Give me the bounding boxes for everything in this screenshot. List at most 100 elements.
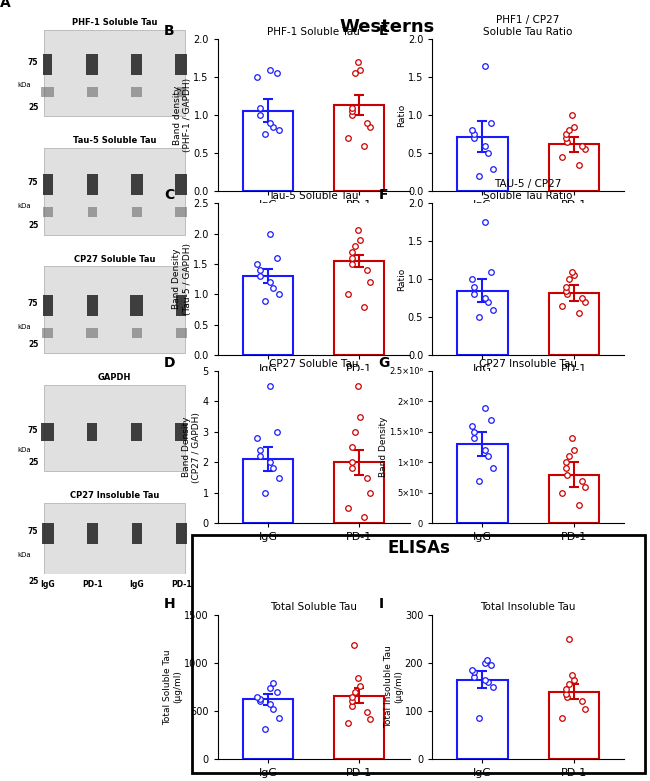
Point [252, 71, 263, 84]
Bar [131, 173, 142, 195]
Point [557, 151, 567, 163]
Point [577, 695, 587, 708]
Point [265, 276, 276, 288]
Point [564, 450, 575, 462]
Point [274, 472, 284, 484]
Point [255, 444, 265, 456]
Bar [43, 294, 53, 316]
Bar [176, 294, 186, 316]
Point [469, 432, 480, 444]
Point [483, 676, 493, 688]
Point [265, 698, 276, 711]
Point [567, 109, 577, 122]
Point [352, 380, 363, 392]
Point [352, 672, 363, 684]
Title: PHF1 / CP27
Soluble Tau Ratio: PHF1 / CP27 Soluble Tau Ratio [484, 16, 573, 37]
Point [352, 55, 363, 68]
Point [474, 474, 485, 487]
Title: CP27 Soluble Tau: CP27 Soluble Tau [269, 358, 358, 369]
Title: Tau-5 Soluble Tau: Tau-5 Soluble Tau [268, 191, 359, 201]
Point [255, 264, 265, 276]
Bar [87, 423, 97, 441]
Bar [176, 522, 187, 544]
Point [365, 487, 376, 499]
Point [260, 128, 270, 141]
Text: CP27 Soluble Tau: CP27 Soluble Tau [73, 255, 155, 263]
Point [467, 419, 477, 432]
Point [567, 669, 577, 681]
Point [469, 426, 480, 438]
Point [564, 678, 575, 690]
Point [569, 120, 580, 133]
Bar [334, 105, 384, 191]
Text: 25: 25 [28, 458, 38, 467]
Bar [175, 207, 187, 216]
Bar [130, 294, 143, 316]
Point [265, 63, 276, 76]
Point [469, 132, 480, 144]
Bar [243, 111, 293, 191]
Point [343, 132, 353, 144]
Y-axis label: Band Density
(CP27 / GAPDH): Band Density (CP27 / GAPDH) [182, 412, 201, 483]
Point [265, 380, 276, 392]
Point [483, 147, 493, 159]
Point [362, 116, 372, 129]
Point [362, 472, 372, 484]
Point [474, 311, 485, 323]
Point [268, 120, 279, 133]
Point [255, 695, 265, 708]
Point [469, 280, 480, 293]
Point [569, 269, 580, 282]
Point [577, 292, 587, 305]
Text: Tau-5 Soluble Tau: Tau-5 Soluble Tau [73, 136, 156, 145]
Point [557, 300, 567, 312]
Bar [44, 148, 185, 234]
Bar [131, 423, 142, 441]
Point [573, 499, 584, 512]
Y-axis label: Band density
(PHF-1 / GAPDH): Band density (PHF-1 / GAPDH) [172, 78, 192, 152]
Point [359, 301, 369, 313]
Text: 75: 75 [28, 298, 38, 308]
Text: D: D [164, 356, 176, 369]
Title: Total Insoluble Tau: Total Insoluble Tau [480, 602, 576, 612]
Bar [131, 54, 142, 75]
Bar [549, 144, 599, 191]
Point [488, 462, 499, 475]
Point [346, 102, 357, 114]
Point [346, 105, 357, 118]
Text: PHF-1 Soluble Tau: PHF-1 Soluble Tau [72, 18, 157, 27]
Point [255, 102, 265, 114]
Text: CP27 Insoluble Tau: CP27 Insoluble Tau [70, 491, 159, 501]
Y-axis label: Ratio: Ratio [397, 268, 406, 291]
Title: Total Soluble Tau: Total Soluble Tau [270, 602, 357, 612]
Point [272, 251, 282, 264]
Point [567, 266, 577, 278]
Point [467, 664, 477, 676]
Point [577, 474, 587, 487]
Point [260, 723, 270, 736]
Bar [131, 522, 142, 544]
Point [573, 159, 584, 171]
Point [255, 270, 265, 283]
Point [474, 712, 485, 725]
Point [350, 426, 360, 438]
Bar [88, 207, 97, 216]
Bar [458, 444, 508, 523]
Point [469, 288, 480, 301]
Point [561, 456, 571, 469]
Point [260, 487, 270, 499]
Point [255, 109, 265, 122]
Point [346, 440, 357, 453]
Point [346, 695, 357, 708]
Point [480, 216, 490, 228]
Point [362, 706, 372, 719]
Point [562, 690, 572, 703]
Title: TAU-5 / CP27
Soluble Tau Ratio: TAU-5 / CP27 Soluble Tau Ratio [484, 180, 573, 201]
Bar [549, 293, 599, 355]
Point [480, 401, 490, 414]
Y-axis label: Total Insoluble Tau
(µg/ml): Total Insoluble Tau (µg/ml) [384, 645, 404, 729]
Point [474, 170, 485, 183]
Bar [86, 173, 98, 195]
Bar [44, 30, 185, 116]
Bar [42, 328, 53, 337]
